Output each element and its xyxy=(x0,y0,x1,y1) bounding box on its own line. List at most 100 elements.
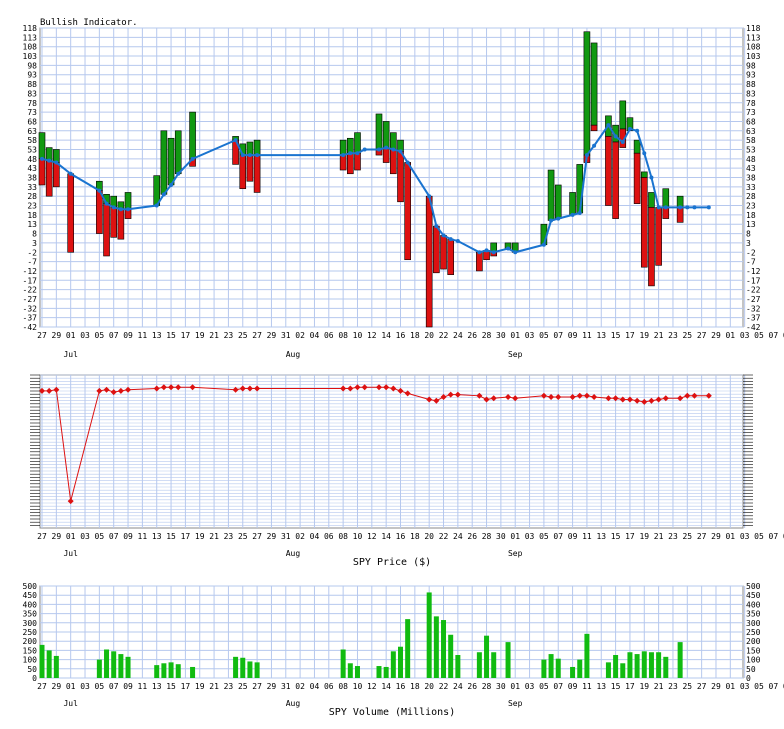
volume-bar xyxy=(240,657,246,678)
x-tick-label: 11 xyxy=(582,532,592,541)
x-tick-label: 28 xyxy=(482,331,492,340)
bullish-point xyxy=(255,153,260,158)
x-tick-label: 10 xyxy=(353,331,363,340)
month-label: Sep xyxy=(508,699,523,708)
x-tick-label: 07 xyxy=(553,532,563,541)
bullish-point xyxy=(362,147,367,152)
price-point xyxy=(103,386,110,393)
x-tick-label: 03 xyxy=(740,331,750,340)
bullish-bar-down xyxy=(476,251,483,272)
x-tick-label: 07 xyxy=(109,682,119,691)
price-y-ticks-right xyxy=(743,374,753,526)
price-point xyxy=(483,396,490,403)
price-point xyxy=(583,392,590,399)
y-tick-label: 43 xyxy=(746,164,756,173)
x-tick-label: 24 xyxy=(453,682,463,691)
x-tick-label: 04 xyxy=(310,532,320,541)
x-tick-label: 03 xyxy=(80,682,90,691)
price-point xyxy=(397,387,404,394)
bullish-bar-up xyxy=(648,192,655,208)
bullish-point xyxy=(40,156,44,161)
volume-bar xyxy=(620,663,626,678)
y-tick-label: -22 xyxy=(23,286,38,295)
x-tick-label: 05 xyxy=(95,532,105,541)
y-tick-label: 13 xyxy=(746,220,756,229)
y-tick-label: 23 xyxy=(27,202,37,211)
bullish-bar-up xyxy=(174,130,182,175)
y-tick-label: 58 xyxy=(746,136,756,145)
bullish-grid xyxy=(40,27,746,328)
price-point xyxy=(168,384,175,391)
volume-bar xyxy=(634,654,640,678)
price-point xyxy=(426,396,433,403)
bullish-bar-up xyxy=(339,139,347,156)
bullish-bar-up xyxy=(253,139,261,156)
y-tick-label: -27 xyxy=(23,295,38,304)
x-tick-label: 29 xyxy=(267,682,277,691)
bullish-point xyxy=(491,250,496,255)
x-tick-label: 31 xyxy=(281,532,291,541)
bullish-bar-down xyxy=(440,235,447,270)
y-tick-label: 350 xyxy=(23,610,38,619)
x-tick-label: 15 xyxy=(166,331,176,340)
x-tick-label: 19 xyxy=(639,682,649,691)
price-point xyxy=(548,394,555,401)
volume-bar xyxy=(118,654,124,678)
y-tick-label: -2 xyxy=(27,248,37,257)
x-tick-label: 11 xyxy=(138,532,148,541)
volume-bar xyxy=(648,652,654,678)
x-tick-label: 09 xyxy=(123,331,133,340)
x-tick-label: 17 xyxy=(625,682,635,691)
bullish-point xyxy=(541,242,546,247)
volume-bar xyxy=(484,635,490,678)
x-tick-label: 25 xyxy=(682,682,692,691)
x-tick-label: 23 xyxy=(224,532,234,541)
bullish-point xyxy=(620,139,625,144)
x-tick-label: 19 xyxy=(639,532,649,541)
x-tick-label: 27 xyxy=(252,331,262,340)
month-label: Aug xyxy=(286,549,301,558)
y-tick-label: 48 xyxy=(27,155,37,164)
month-label: Aug xyxy=(286,699,301,708)
y-tick-label: 63 xyxy=(746,127,756,136)
bullish-bar-up xyxy=(590,42,598,126)
x-tick-label: 01 xyxy=(510,532,520,541)
volume-bar xyxy=(233,656,239,678)
x-tick-label: 15 xyxy=(611,532,621,541)
spy-price-panel: 27 29 01 03 05 07 09 11 13 15 17 19 21 23 25 27 29 31 02 04… xyxy=(30,374,784,568)
y-tick-label: -27 xyxy=(746,295,761,304)
x-tick-label: 21 xyxy=(209,682,219,691)
bullish-point xyxy=(685,205,690,210)
bullish-bar-down xyxy=(45,160,53,197)
volume-bar xyxy=(125,656,131,678)
volume-bar xyxy=(398,646,403,678)
x-tick-label: 11 xyxy=(138,682,148,691)
price-point xyxy=(404,390,411,397)
y-tick-label: 48 xyxy=(746,155,756,164)
x-tick-label: 06 xyxy=(324,682,334,691)
y-tick-label: 33 xyxy=(746,183,756,192)
y-tick-label: 8 xyxy=(746,230,751,239)
x-tick-label: 29 xyxy=(711,682,721,691)
x-tick-label: 30 xyxy=(496,532,506,541)
volume-bar xyxy=(390,651,396,678)
bullish-point xyxy=(190,156,195,161)
y-tick-label: 0 xyxy=(746,674,751,683)
price-month-labels: Jul Aug Sep xyxy=(63,549,522,558)
price-point xyxy=(691,392,698,399)
y-tick-label: 300 xyxy=(23,619,38,628)
y-tick-label: 100 xyxy=(746,656,761,665)
bullish-bar-down xyxy=(96,190,103,234)
bullish-bar-down xyxy=(339,154,347,171)
x-tick-label: 01 xyxy=(725,331,735,340)
x-tick-label: 05 xyxy=(95,331,105,340)
bullish-point xyxy=(427,194,432,199)
x-tick-label: 07 xyxy=(769,331,779,340)
x-tick-label: 25 xyxy=(238,331,248,340)
x-tick-label: 14 xyxy=(381,532,391,541)
y-tick-label: 33 xyxy=(27,183,37,192)
x-tick-label: 14 xyxy=(381,331,391,340)
price-point xyxy=(433,397,440,404)
price-point xyxy=(67,498,74,505)
x-tick-label: 31 xyxy=(281,331,291,340)
